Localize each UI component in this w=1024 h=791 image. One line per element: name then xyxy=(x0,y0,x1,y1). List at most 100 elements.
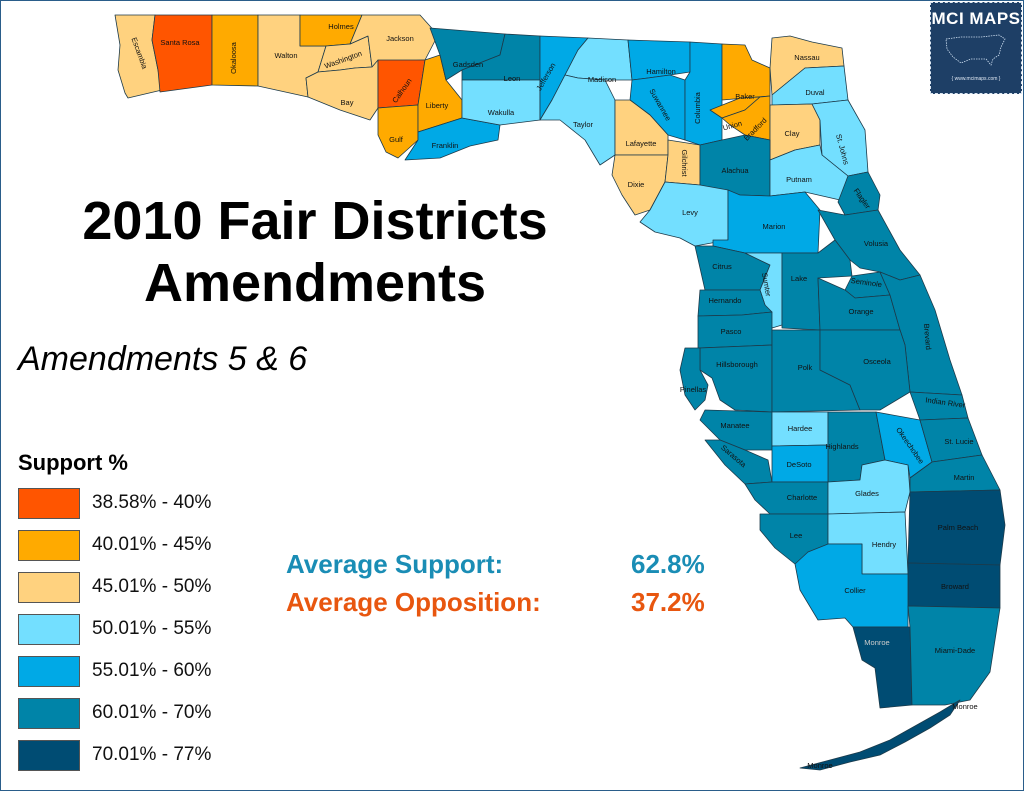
county-columbia[interactable] xyxy=(684,41,723,146)
svg-text:Jackson: Jackson xyxy=(386,34,414,43)
county-sarasota[interactable] xyxy=(704,439,773,485)
svg-text:Polk: Polk xyxy=(798,363,813,372)
page-subtitle: Amendments 5 & 6 xyxy=(18,340,308,378)
svg-text:Baker: Baker xyxy=(735,92,755,101)
svg-text:Bay: Bay xyxy=(341,98,354,107)
county-osceola[interactable] xyxy=(819,329,911,411)
svg-text:Hernando: Hernando xyxy=(709,296,742,305)
svg-text:Brevard: Brevard xyxy=(922,323,933,350)
county-wakulla[interactable] xyxy=(461,79,541,126)
svg-text:Volusia: Volusia xyxy=(864,239,889,248)
svg-text:Hamilton: Hamilton xyxy=(646,67,676,76)
svg-text:Monroe: Monroe xyxy=(807,761,832,770)
svg-text:Putnam: Putnam xyxy=(786,175,812,184)
support-row: Average Support: 62.8% xyxy=(286,545,705,583)
county-hillsborough[interactable] xyxy=(699,344,773,413)
svg-text:Walton: Walton xyxy=(274,51,297,60)
svg-text:Franklin: Franklin xyxy=(432,141,459,150)
svg-text:Gilchrist: Gilchrist xyxy=(680,149,689,177)
svg-text:Sumter: Sumter xyxy=(760,272,773,298)
svg-text:Leon: Leon xyxy=(504,74,521,83)
opposition-value: 37.2% xyxy=(631,587,705,617)
support-value: 62.8% xyxy=(631,549,705,579)
svg-text:Clay: Clay xyxy=(784,129,799,138)
svg-text:Hillsborough: Hillsborough xyxy=(716,360,758,369)
svg-text:Hardee: Hardee xyxy=(788,424,813,433)
county-pasco[interactable] xyxy=(697,311,773,349)
support-label: Average Support: xyxy=(286,549,504,579)
legend-item: 70.01% - 77% xyxy=(18,734,211,776)
legend-label: 38.58% - 40% xyxy=(92,492,212,513)
svg-text:Monroe: Monroe xyxy=(864,638,889,647)
svg-text:Seminole: Seminole xyxy=(850,276,882,289)
county-taylor[interactable] xyxy=(539,74,616,166)
legend-label: 50.01% - 55% xyxy=(92,618,212,639)
svg-text:Holmes: Holmes xyxy=(328,22,354,31)
svg-text:Lee: Lee xyxy=(790,531,803,540)
legend-item: 55.01% - 60% xyxy=(18,650,211,692)
svg-text:DeSoto: DeSoto xyxy=(786,460,811,469)
opposition-label: Average Opposition: xyxy=(286,587,541,617)
legend-label: 60.01% - 70% xyxy=(92,702,212,723)
svg-text:Palm Beach: Palm Beach xyxy=(938,523,978,532)
legend-swatch xyxy=(18,697,80,729)
svg-text:St. Lucie: St. Lucie xyxy=(944,437,973,446)
logo-name: MCI MAPS xyxy=(931,9,1021,28)
title-line-2: Amendments xyxy=(143,253,487,313)
legend-item: 40.01% - 45% xyxy=(18,524,211,566)
svg-text:Nassau: Nassau xyxy=(794,53,819,62)
svg-text:Pinellas: Pinellas xyxy=(680,385,707,394)
legend-swatch xyxy=(18,739,80,771)
florida-keys xyxy=(799,699,961,771)
svg-text:Monroe: Monroe xyxy=(952,702,977,711)
svg-text:Pasco: Pasco xyxy=(721,327,742,336)
county-palm-beach[interactable] xyxy=(907,489,1006,566)
legend-swatch xyxy=(18,571,80,603)
svg-text:Liberty: Liberty xyxy=(426,101,449,110)
svg-text:Dixie: Dixie xyxy=(628,180,645,189)
svg-text:Glades: Glades xyxy=(855,489,879,498)
svg-text:Madison: Madison xyxy=(588,75,616,84)
legend-item: 50.01% - 55% xyxy=(18,608,211,650)
svg-text:Martin: Martin xyxy=(954,473,975,482)
page-title: 2010 Fair Districts Amendments xyxy=(20,190,610,314)
svg-text:Lake: Lake xyxy=(791,274,807,283)
logo-url: { www.mcimaps.com } xyxy=(951,76,1001,82)
svg-text:Orange: Orange xyxy=(848,307,873,316)
svg-text:Collier: Collier xyxy=(844,586,866,595)
svg-text:Broward: Broward xyxy=(941,582,969,591)
average-stats: Average Support: 62.8% Average Oppositio… xyxy=(286,545,705,621)
svg-text:Manatee: Manatee xyxy=(720,421,749,430)
legend-label: 40.01% - 45% xyxy=(92,534,212,555)
county-levy[interactable] xyxy=(639,181,729,247)
county-pinellas[interactable] xyxy=(679,347,709,411)
legend-swatch xyxy=(18,613,80,645)
legend-label: 55.01% - 60% xyxy=(92,660,212,681)
us-map-icon xyxy=(945,34,1006,66)
svg-text:Marion: Marion xyxy=(763,222,786,231)
svg-text:Gulf: Gulf xyxy=(389,135,404,144)
svg-text:Lafayette: Lafayette xyxy=(626,139,657,148)
legend-item: 45.01% - 50% xyxy=(18,566,211,608)
svg-text:Citrus: Citrus xyxy=(712,262,732,271)
legend-swatch xyxy=(18,487,80,519)
county-miami-dade[interactable] xyxy=(907,605,1001,706)
svg-text:Charlotte: Charlotte xyxy=(787,493,817,502)
opposition-row: Average Opposition: 37.2% xyxy=(286,583,705,621)
legend-label: 70.01% - 77% xyxy=(92,744,212,765)
svg-text:Santa Rosa: Santa Rosa xyxy=(160,38,200,47)
title-line-1: 2010 Fair Districts xyxy=(82,191,548,251)
svg-text:Gadsden: Gadsden xyxy=(453,60,483,69)
legend-item: 38.58% - 40% xyxy=(18,482,211,524)
svg-text:Osceola: Osceola xyxy=(863,357,891,366)
svg-text:Okaloosa: Okaloosa xyxy=(229,41,238,74)
svg-text:Hendry: Hendry xyxy=(872,540,896,549)
mci-maps-logo: MCI MAPS { www.mcimaps.com } xyxy=(930,2,1022,94)
svg-text:Alachua: Alachua xyxy=(721,166,749,175)
svg-text:Duval: Duval xyxy=(805,88,825,97)
legend-swatch xyxy=(18,655,80,687)
county-santa-rosa[interactable] xyxy=(151,14,213,93)
svg-text:Taylor: Taylor xyxy=(573,120,594,129)
svg-text:Columbia: Columbia xyxy=(693,91,702,124)
